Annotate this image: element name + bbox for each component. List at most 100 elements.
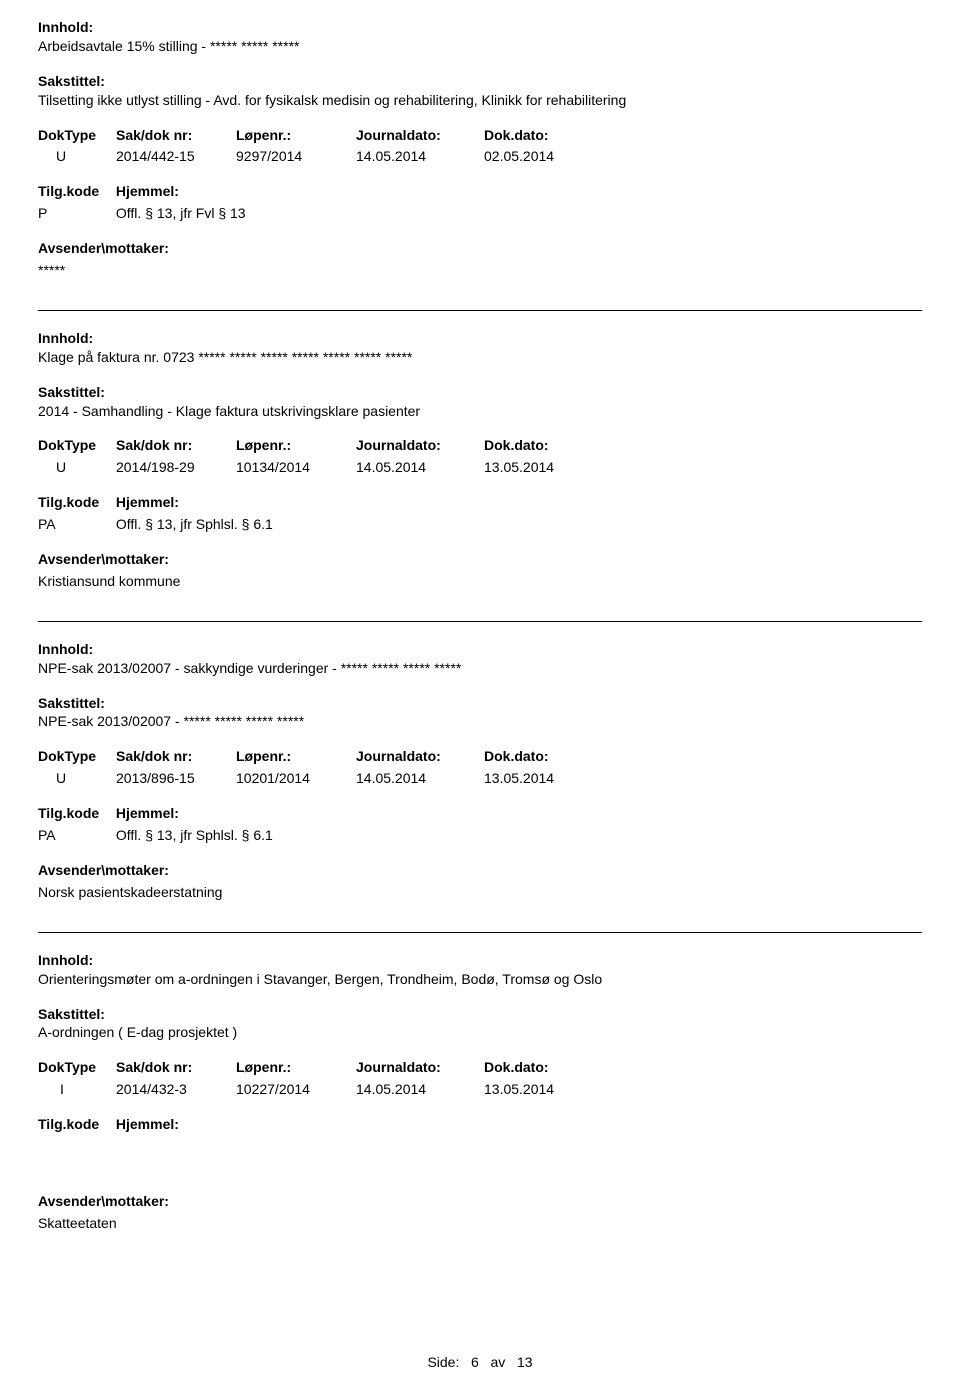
tilg-header: Tilg.kode Hjemmel: [38,804,922,823]
avsender-label: Avsender\mottaker: [38,550,922,569]
tilgkode-header: Tilg.kode [38,493,112,512]
tilgkode-value: P [38,204,112,223]
sakstittel-value: Tilsetting ikke utlyst stilling - Avd. f… [38,92,626,108]
footer-page-number: 6 [471,1354,479,1370]
journal-record: Innhold: Arbeidsavtale 15% stilling - **… [38,18,922,280]
doktype-value: U [38,458,116,477]
tilgkode-value: PA [38,826,112,845]
meta-value-row: U 2014/442-15 9297/2014 14.05.2014 02.05… [38,147,922,166]
jdato-header: Journaldato: [356,1058,484,1077]
saknr-header: Sak/dok nr: [116,1058,236,1077]
tilgkode-header: Tilg.kode [38,182,112,201]
meta-value-row: I 2014/432-3 10227/2014 14.05.2014 13.05… [38,1080,922,1099]
sakstittel-label: Sakstittel: [38,694,922,713]
meta-header-row: DokType Sak/dok nr: Løpenr.: Journaldato… [38,747,922,766]
doktype-value: U [38,147,116,166]
journal-record: Innhold: Klage på faktura nr. 0723 *****… [38,329,922,591]
innhold-block: Innhold: Arbeidsavtale 15% stilling - **… [38,18,922,56]
innhold-label: Innhold: [38,18,922,37]
doktype-header: DokType [38,1058,116,1077]
meta-value-row: U 2014/198-29 10134/2014 14.05.2014 13.0… [38,458,922,477]
innhold-label: Innhold: [38,329,922,348]
sakstittel-label: Sakstittel: [38,1005,922,1024]
saknr-value: 2014/198-29 [116,458,236,477]
meta-header-row: DokType Sak/dok nr: Løpenr.: Journaldato… [38,436,922,455]
sakstittel-value: 2014 - Samhandling - Klage faktura utskr… [38,403,420,419]
jdato-header: Journaldato: [356,436,484,455]
innhold-block: Innhold: NPE-sak 2013/02007 - sakkyndige… [38,640,922,678]
tilg-header: Tilg.kode Hjemmel: [38,1115,922,1134]
jdato-value: 14.05.2014 [356,147,484,166]
sakstittel-block: Sakstittel: Tilsetting ikke utlyst still… [38,72,922,110]
sakstittel-block: Sakstittel: 2014 - Samhandling - Klage f… [38,383,922,421]
tilg-value-row: PA Offl. § 13, jfr Sphlsl. § 6.1 [38,826,922,845]
avsender-value: Norsk pasientskadeerstatning [38,883,922,902]
tilgkode-header: Tilg.kode [38,1115,112,1134]
tilg-value-row: PA Offl. § 13, jfr Sphlsl. § 6.1 [38,515,922,534]
avsender-label: Avsender\mottaker: [38,1192,922,1211]
jdato-header: Journaldato: [356,747,484,766]
avsender-label: Avsender\mottaker: [38,239,922,258]
saknr-header: Sak/dok nr: [116,747,236,766]
hjemmel-header: Hjemmel: [116,1116,179,1132]
dokdato-header: Dok.dato: [484,436,604,455]
footer-av-label: av [491,1354,506,1370]
tilg-header: Tilg.kode Hjemmel: [38,493,922,512]
innhold-block: Innhold: Orienteringsmøter om a-ordninge… [38,951,922,989]
jdato-value: 14.05.2014 [356,769,484,788]
avsender-value: Kristiansund kommune [38,572,922,591]
innhold-value: Klage på faktura nr. 0723 ***** ***** **… [38,349,412,365]
tilg-header: Tilg.kode Hjemmel: [38,182,922,201]
lopenr-header: Løpenr.: [236,126,356,145]
record-divider [38,932,922,933]
innhold-value: Arbeidsavtale 15% stilling - ***** *****… [38,38,299,54]
jdato-header: Journaldato: [356,126,484,145]
doktype-value: I [38,1080,116,1099]
lopenr-value: 10134/2014 [236,458,356,477]
doktype-header: DokType [38,747,116,766]
avsender-label: Avsender\mottaker: [38,861,922,880]
dokdato-header: Dok.dato: [484,126,604,145]
hjemmel-header: Hjemmel: [116,183,179,199]
record-divider [38,621,922,622]
dokdato-header: Dok.dato: [484,747,604,766]
sakstittel-label: Sakstittel: [38,72,922,91]
journal-record: Innhold: NPE-sak 2013/02007 - sakkyndige… [38,640,922,902]
footer-total-pages: 13 [517,1354,533,1370]
doktype-header: DokType [38,436,116,455]
innhold-label: Innhold: [38,640,922,659]
page-footer: Side: 6 av 13 [38,1353,922,1372]
lopenr-header: Løpenr.: [236,436,356,455]
innhold-value: NPE-sak 2013/02007 - sakkyndige vurderin… [38,660,461,676]
saknr-header: Sak/dok nr: [116,126,236,145]
dokdato-value: 13.05.2014 [484,458,604,477]
sakstittel-block: Sakstittel: NPE-sak 2013/02007 - ***** *… [38,694,922,732]
sakstittel-label: Sakstittel: [38,383,922,402]
dokdato-value: 13.05.2014 [484,769,604,788]
record-divider [38,310,922,311]
footer-side-label: Side: [427,1354,459,1370]
sakstittel-value: A-ordningen ( E-dag prosjektet ) [38,1024,237,1040]
avsender-value: ***** [38,261,922,280]
hjemmel-value: Offl. § 13, jfr Fvl § 13 [116,205,246,221]
hjemmel-value: Offl. § 13, jfr Sphlsl. § 6.1 [116,827,273,843]
dokdato-value: 02.05.2014 [484,147,604,166]
saknr-value: 2013/896-15 [116,769,236,788]
saknr-header: Sak/dok nr: [116,436,236,455]
doktype-header: DokType [38,126,116,145]
jdato-value: 14.05.2014 [356,1080,484,1099]
journal-record: Innhold: Orienteringsmøter om a-ordninge… [38,951,922,1233]
tilgkode-value: PA [38,515,112,534]
lopenr-header: Løpenr.: [236,1058,356,1077]
lopenr-value: 10201/2014 [236,769,356,788]
jdato-value: 14.05.2014 [356,458,484,477]
lopenr-header: Løpenr.: [236,747,356,766]
hjemmel-header: Hjemmel: [116,805,179,821]
hjemmel-value: Offl. § 13, jfr Sphlsl. § 6.1 [116,516,273,532]
lopenr-value: 9297/2014 [236,147,356,166]
innhold-block: Innhold: Klage på faktura nr. 0723 *****… [38,329,922,367]
tilgkode-header: Tilg.kode [38,804,112,823]
tilg-value-row [38,1137,922,1156]
meta-value-row: U 2013/896-15 10201/2014 14.05.2014 13.0… [38,769,922,788]
meta-header-row: DokType Sak/dok nr: Løpenr.: Journaldato… [38,126,922,145]
